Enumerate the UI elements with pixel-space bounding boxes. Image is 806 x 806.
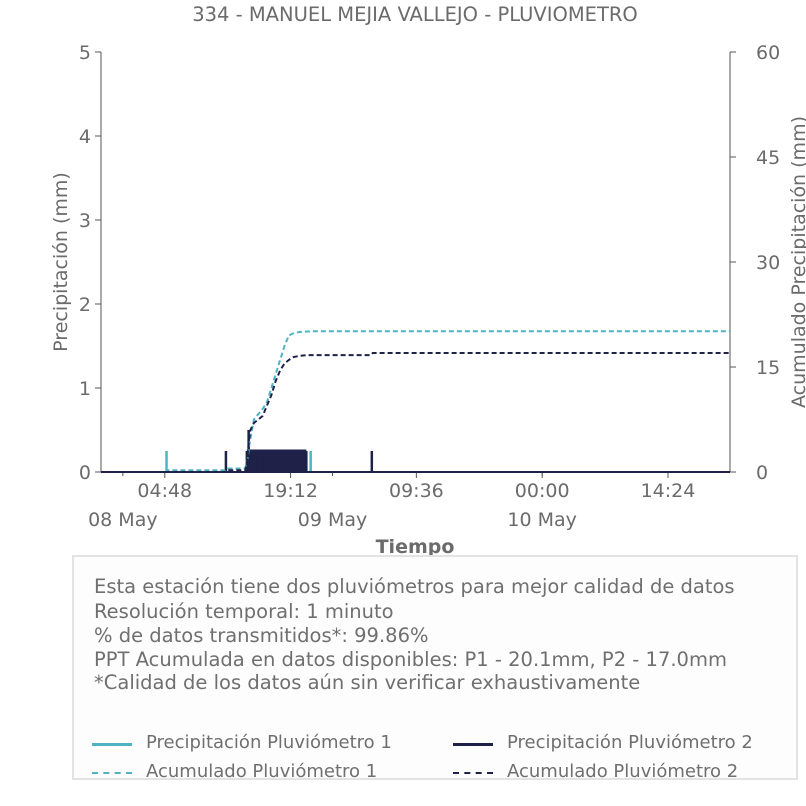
legend-swatch (92, 772, 132, 774)
legend-swatch (453, 743, 493, 746)
series-4-line (101, 352, 730, 473)
left-axis-label: Precipitación (mm) (50, 172, 72, 352)
info-box: Esta estación tiene dos pluviómetros par… (72, 555, 798, 782)
x-axis-label: Tiempo (376, 536, 455, 558)
info-line-accumulated: PPT Acumulada en datos disponibles: P1 -… (94, 648, 727, 671)
legend-label: Precipitación Pluviómetro 1 (146, 732, 392, 753)
right-tick-label: 45 (756, 147, 780, 169)
info-line-quality-note: *Calidad de los datos aún sin verificar … (94, 671, 641, 694)
x-tick-label: 14:24 (641, 480, 696, 502)
left-tick-label: 5 (79, 42, 91, 64)
legend-swatch (453, 772, 493, 774)
legend-label: Acumulado Pluviómetro 2 (507, 761, 739, 782)
left-tick-label: 3 (79, 210, 91, 232)
info-line-transmitted: % de datos transmitidos*: 99.86% (94, 624, 429, 647)
x-date-label: 09 May (298, 509, 368, 531)
info-line-resolution: Resolución temporal: 1 minuto (94, 600, 394, 623)
left-tick-label: 2 (79, 294, 91, 316)
x-tick-label: 19:12 (263, 480, 318, 502)
right-tick-label: 60 (756, 42, 780, 64)
left-tick-label: 1 (79, 378, 91, 400)
right-axis-label: Acumulado Precipitación (mm) (788, 116, 806, 408)
left-tick-label: 0 (79, 462, 91, 484)
x-tick-label: 09:36 (389, 480, 444, 502)
right-tick-label: 0 (756, 462, 768, 484)
chart-title: 334 - MANUEL MEJIA VALLEJO - PLUVIOMETRO (192, 3, 638, 26)
legend-swatch (92, 743, 132, 746)
left-tick-label: 4 (79, 126, 91, 148)
series-3-line (101, 330, 730, 473)
right-tick-label: 30 (756, 252, 780, 274)
x-tick-label: 04:48 (137, 480, 192, 502)
legend-label: Acumulado Pluviómetro 1 (146, 761, 378, 782)
info-line-stations: Esta estación tiene dos pluviómetros par… (94, 575, 735, 598)
x-tick-label: 00:00 (515, 480, 570, 502)
legend-label: Precipitación Pluviómetro 2 (507, 732, 753, 753)
right-tick-label: 15 (756, 357, 780, 379)
x-date-label: 10 May (507, 509, 577, 531)
x-date-label: 08 May (88, 509, 158, 531)
